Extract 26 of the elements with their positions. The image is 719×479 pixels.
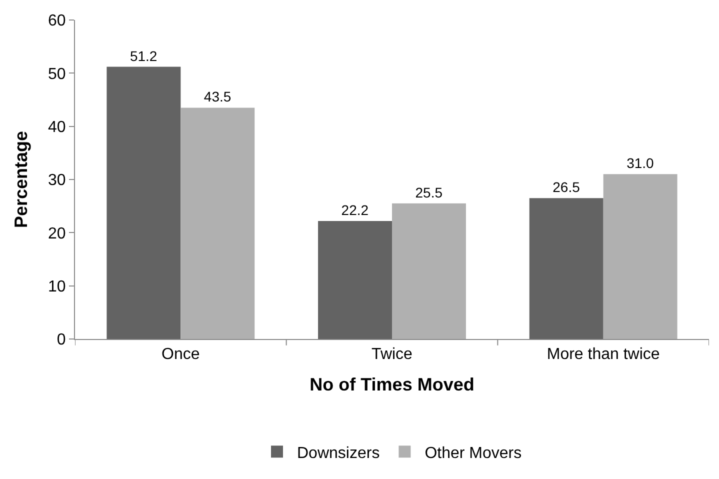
bar (603, 174, 678, 339)
x-axis-title: No of Times Moved (310, 374, 474, 394)
y-tick-label: 30 (48, 172, 66, 190)
bar (180, 108, 255, 339)
bar (318, 220, 392, 339)
data-label: 22.2 (341, 202, 369, 218)
data-label: 25.5 (415, 184, 443, 200)
x-tick-label: Twice (372, 346, 413, 364)
x-tick-label: More than twice (546, 346, 660, 364)
y-tick-label: 10 (48, 278, 66, 296)
bar (392, 203, 466, 339)
data-label: 31.0 (626, 155, 654, 172)
legend-label: Downsizers (297, 444, 380, 462)
y-tick-label: 20 (48, 225, 66, 242)
bar (529, 198, 604, 339)
bar (106, 66, 181, 339)
x-tick-label: Once (162, 346, 200, 364)
y-tick-label: 60 (48, 12, 66, 30)
y-axis-title: Percentage (11, 130, 32, 228)
y-tick-label: 0 (56, 332, 66, 349)
data-label: 51.2 (130, 48, 158, 64)
legend-label: Other Movers (424, 444, 522, 462)
data-label: 26.5 (552, 179, 580, 196)
data-label: 43.5 (204, 88, 232, 105)
y-tick-label: 50 (48, 66, 66, 83)
y-tick-label: 40 (48, 118, 66, 136)
